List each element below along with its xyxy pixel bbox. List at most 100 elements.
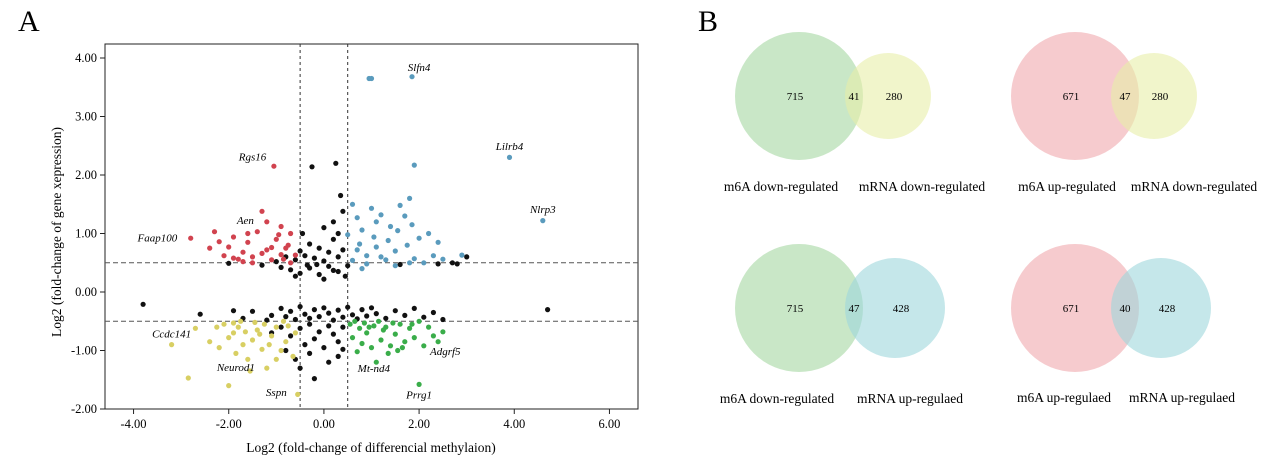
venn-overlap-count: 47 [1120,91,1132,103]
black-data-point [297,365,303,371]
yellow-data-point [247,368,253,374]
black-data-point [340,324,346,330]
venn-right-count: 280 [886,91,903,103]
gene-label: Nlrp3 [529,204,556,216]
y-tick-label: 4.00 [75,51,97,65]
black-data-point [302,311,308,317]
venn-left-circle [735,244,863,372]
yellow-data-point [214,324,220,330]
black-data-point [326,310,332,316]
venn-diagram: 715 47 428 m6A down-regulated mRNA up-regula… [720,244,963,406]
black-data-point [335,254,341,260]
venn-left-count: 715 [787,303,804,315]
black-data-point [349,312,356,318]
x-tick-label: 0.00 [313,417,335,431]
black-data-point [311,255,317,261]
yellow-data-point [226,383,232,389]
gene-label: Ccdc141 [152,329,191,341]
black-data-point [292,273,298,279]
blue-data-point [392,248,398,254]
yellow-data-point [245,356,251,362]
black-data-point [292,257,298,263]
red-data-point [207,245,213,251]
red-data-point [221,253,227,259]
venn-left-circle [1011,244,1139,372]
black-data-point [435,261,441,267]
yellow-data-point [292,330,298,336]
black-data-point [288,267,294,273]
yellow-data-point [230,330,237,336]
blue-data-point [404,242,410,248]
blue-data-point [357,241,363,247]
y-tick-label: 0.00 [75,285,97,299]
black-data-point [364,313,370,319]
red-data-point [259,208,265,214]
yellow-data-point [233,350,239,356]
gene-label: Aen [236,215,255,227]
red-data-point [230,255,237,261]
black-data-point [297,325,303,331]
venn-left-label: m6A down-regulated [720,391,835,406]
black-data-point [430,309,436,316]
yellow-data-point [240,342,246,348]
black-data-point [464,254,470,260]
black-data-point [309,164,315,170]
venn-left-label: m6A up-regulated [1018,179,1116,194]
black-data-point [330,331,336,337]
black-data-point [311,336,317,342]
black-data-point [226,260,232,266]
black-data-point [440,316,446,323]
black-data-point [316,271,322,278]
black-data-point [326,323,332,329]
yellow-data-point [221,321,227,327]
black-data-point [359,307,365,313]
black-data-point [330,317,336,323]
green-data-point [368,345,375,351]
yellow-data-point [192,325,198,331]
black-data-point [302,253,308,259]
red-data-point [188,235,194,241]
black-data-point [288,308,294,314]
yellow-data-point [216,345,222,351]
green-data-point [354,349,360,355]
yellow-data-point [230,320,237,326]
venn-left-count: 671 [1063,303,1080,315]
yellow-data-point [295,391,301,397]
black-data-point [140,301,146,307]
red-data-point [216,239,222,245]
x-tick-label: -2.00 [216,417,242,431]
red-data-point [249,260,256,266]
blue-data-point [378,254,384,260]
red-data-point [278,223,284,230]
red-data-point [230,234,237,240]
black-data-point [342,273,348,279]
black-data-point [335,230,341,237]
red-data-point [273,236,279,242]
gene-label: Mt-nd4 [357,363,391,375]
y-tick-label: -1.00 [71,344,97,358]
blue-data-point [430,253,436,259]
yellow-data-point [257,331,263,337]
yellow-data-point [266,342,272,348]
red-data-point [249,254,256,260]
red-data-point [259,250,265,256]
blue-data-point [359,227,365,233]
threshold-lines [105,44,638,409]
blue-data-point [435,239,441,245]
blue-data-point [426,230,432,237]
venn-right-circle [845,258,945,358]
y-tick-label: 2.00 [75,168,97,182]
gene-label: Slfn4 [408,62,431,74]
y-tick-label: -2.00 [71,402,97,416]
venn-right-count: 280 [1152,91,1169,103]
black-data-point [321,305,327,311]
black-data-point [278,324,284,330]
green-data-point [435,339,441,345]
green-data-point [371,323,377,329]
blue-data-point [397,202,403,208]
gene-label: Sspn [266,387,287,399]
black-data-point [330,267,336,273]
x-axis-label: Log2 (fold-change of differencial methyl… [246,440,495,455]
blue-data-point [411,162,417,168]
